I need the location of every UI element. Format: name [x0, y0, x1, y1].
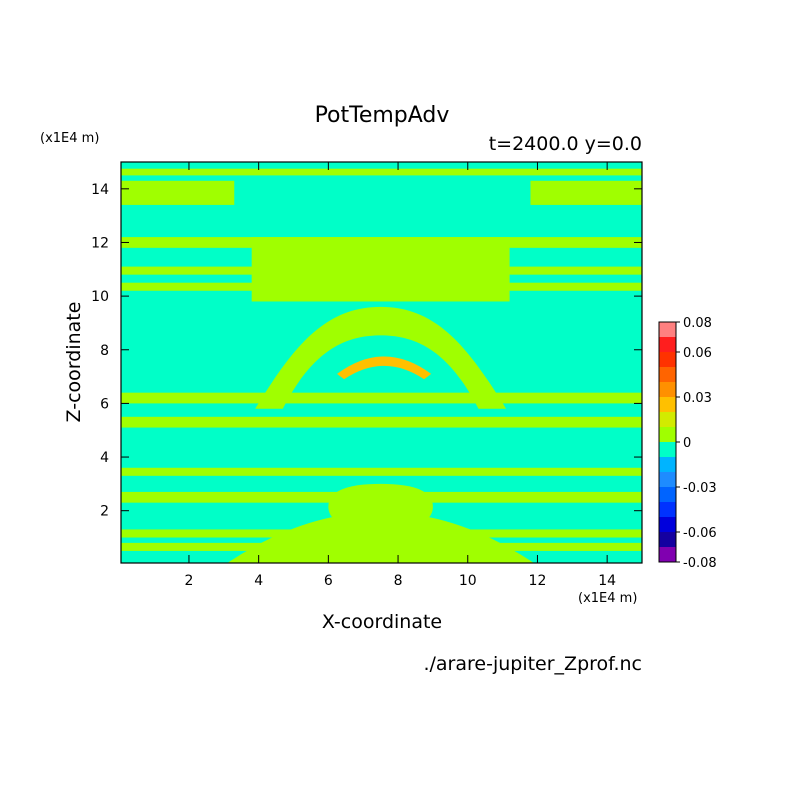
plot-area: 2 4 6 8 10 12 14 2 4 6 8 10 12 14 [91, 161, 643, 589]
y-tick-label: 10 [91, 289, 109, 305]
colorbar-swatch [659, 517, 676, 532]
x-tick-label: 8 [394, 573, 403, 589]
x-tick-label: 10 [459, 573, 477, 589]
field-region-band [121, 168, 642, 176]
colorbar-swatch [659, 322, 676, 337]
x-axis-label: X-coordinate [322, 611, 442, 633]
field-region-blob [328, 483, 433, 530]
colorbar-swatch [659, 397, 676, 412]
y-tick-label: 14 [91, 182, 109, 198]
y-axis-label: Z-coordinate [63, 302, 85, 423]
colorbar-tick-label: 0 [683, 436, 691, 451]
colorbar-swatch [659, 457, 676, 472]
field-region-band [121, 180, 235, 205]
colorbar-tick-label: -0.03 [683, 481, 717, 496]
colorbar-swatch [659, 487, 676, 502]
colorbar-swatch [659, 382, 676, 397]
y-unit-label: (x1E4 m) [40, 131, 99, 146]
x-tick-label: 4 [254, 573, 263, 589]
chart-title: PotTempAdv [315, 103, 450, 128]
colorbar-swatch [659, 502, 676, 517]
colorbar-tick-label: -0.08 [683, 556, 717, 571]
y-tick-label: 8 [100, 343, 109, 359]
y-tick-label: 12 [91, 235, 109, 251]
colorbar-swatch [659, 352, 676, 367]
y-axis: 2 4 6 8 10 12 14 [91, 182, 642, 520]
colorbar: 0.08 0.06 0.03 0 -0.03 -0.06 -0.08 [658, 316, 717, 571]
colorbar-tick-label: 0.06 [683, 346, 712, 361]
colorbar-swatch [659, 427, 676, 442]
field-region-band [121, 416, 642, 428]
colorbar-swatch [659, 367, 676, 382]
colorbar-swatch [659, 442, 676, 457]
colorbar-swatch [659, 547, 676, 562]
plot-frame [120, 161, 643, 564]
source-file-label: ./arare-jupiter_Zprof.nc [423, 653, 642, 675]
colorbar-swatch [659, 532, 676, 547]
colorbar-tick-label: 0.03 [683, 391, 712, 406]
field-region-box [251, 237, 510, 302]
field-region-band [530, 180, 642, 205]
chart-subtitle: t=2400.0 y=0.0 [489, 133, 642, 155]
x-axis: 2 4 6 8 10 12 14 [184, 162, 616, 589]
y-tick-label: 6 [100, 396, 109, 412]
colorbar-tick-label: 0.08 [683, 316, 712, 331]
x-tick-label: 2 [184, 573, 193, 589]
field-region-band [121, 392, 642, 404]
x-tick-label: 6 [324, 573, 333, 589]
x-tick-label: 12 [529, 573, 547, 589]
field-region-band [121, 467, 642, 476]
colorbar-swatch [659, 337, 676, 352]
field-region-dome [227, 512, 534, 563]
colorbar-tick-label: -0.06 [683, 526, 717, 541]
contour-field [121, 162, 642, 563]
y-tick-label: 2 [100, 504, 109, 520]
x-unit-label: (x1E4 m) [578, 591, 637, 606]
colorbar-swatch [659, 472, 676, 487]
y-tick-label: 4 [100, 450, 109, 466]
field-region-arch [255, 306, 507, 409]
x-tick-label: 14 [598, 573, 616, 589]
field-region-crescent [337, 356, 432, 380]
colorbar-swatch [659, 412, 676, 427]
